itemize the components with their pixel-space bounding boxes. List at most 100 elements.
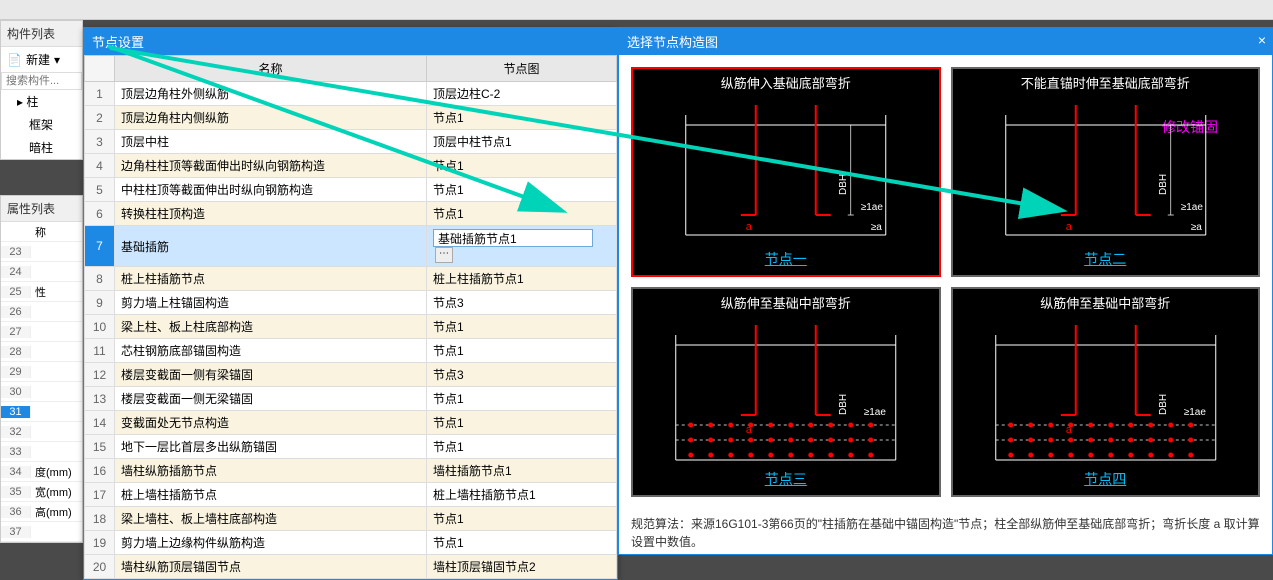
row-num: 7 <box>85 226 115 267</box>
prop-row-num: 25 <box>1 286 31 298</box>
node-table-row[interactable]: 15地下一层比首层多出纵筋锚固节点1 <box>85 435 617 459</box>
tree-item[interactable]: 框架 <box>1 113 82 136</box>
dropdown-icon: ▾ <box>54 53 60 67</box>
row-img: 节点1 <box>427 507 617 531</box>
preview-card[interactable]: 不能直锚时伸至基础底部弯折 修改锚固 a DBH ≥1ae ≥a 节点二 <box>951 67 1261 277</box>
preview-title: 纵筋伸至基础中部弯折 <box>633 289 939 316</box>
search-input[interactable] <box>1 72 82 90</box>
row-img: 节点1 <box>427 178 617 202</box>
row-img: 节点1 <box>427 339 617 363</box>
node-table-row[interactable]: 13楼层变截面一侧无梁锚固节点1 <box>85 387 617 411</box>
row-num: 16 <box>85 459 115 483</box>
row-name: 梁上柱、板上柱底部构造 <box>115 315 427 339</box>
node-table-row[interactable]: 20墙柱纵筋顶层锚固节点墙柱顶层锚固节点2 <box>85 555 617 579</box>
property-row[interactable]: 34度(mm) <box>1 462 82 482</box>
node-table-row[interactable]: 17桩上墙柱插筋节点桩上墙柱插筋节点1 <box>85 483 617 507</box>
col-name-header: 名称 <box>115 56 427 82</box>
property-row[interactable]: 27 <box>1 322 82 342</box>
node-table-row[interactable]: 2顶层边角柱内侧纵筋节点1 <box>85 106 617 130</box>
row-name: 顶层边角柱内侧纵筋 <box>115 106 427 130</box>
tree-item[interactable]: 暗柱 <box>1 136 82 159</box>
row-num: 5 <box>85 178 115 202</box>
close-icon[interactable]: × <box>1258 32 1266 48</box>
row-num: 11 <box>85 339 115 363</box>
node-table-row[interactable]: 12楼层变截面一侧有梁锚固节点3 <box>85 363 617 387</box>
new-label: 新建 <box>26 51 50 68</box>
svg-text:DBH: DBH <box>838 394 849 415</box>
property-row[interactable]: 35宽(mm) <box>1 482 82 502</box>
node-table-row[interactable]: 8桩上柱插筋节点桩上柱插筋节点1 <box>85 267 617 291</box>
prop-row-num: 29 <box>1 366 31 378</box>
property-row[interactable]: 32 <box>1 422 82 442</box>
row-num: 13 <box>85 387 115 411</box>
node-table-row[interactable]: 14变截面处无节点构造节点1 <box>85 411 617 435</box>
prop-row-num: 32 <box>1 426 31 438</box>
property-row[interactable]: 37 <box>1 522 82 542</box>
node-table-row[interactable]: 19剪力墙上边缘构件纵筋构造节点1 <box>85 531 617 555</box>
row-num: 1 <box>85 82 115 106</box>
top-toolbar <box>0 0 1273 20</box>
row-img: 节点1 <box>427 411 617 435</box>
node-table-row[interactable]: 1顶层边角柱外侧纵筋顶层边柱C-2 <box>85 82 617 106</box>
property-row[interactable]: 24 <box>1 262 82 282</box>
row-img: 节点1 <box>427 387 617 411</box>
preview-diagram: a DBH ≥1ae ≥a <box>643 95 929 245</box>
svg-text:≥1ae: ≥1ae <box>1183 407 1206 418</box>
preview-label: 节点二 <box>953 249 1259 269</box>
browse-button[interactable]: ⋯ <box>435 247 453 263</box>
new-button[interactable]: 📄 新建 ▾ <box>1 47 82 72</box>
node-table-row[interactable]: 11芯柱钢筋底部锚固构造节点1 <box>85 339 617 363</box>
node-settings-dialog: 节点设置 名称 节点图 1顶层边角柱外侧纵筋顶层边柱C-22顶层边角柱内侧纵筋节… <box>83 27 618 580</box>
row-num: 10 <box>85 315 115 339</box>
node-table-row[interactable]: 18梁上墙柱、板上墙柱底部构造节点1 <box>85 507 617 531</box>
property-row[interactable]: 33 <box>1 442 82 462</box>
col-index <box>85 56 115 82</box>
preview-diagram: a DBH ≥1ae ≥a <box>963 95 1249 245</box>
preview-card[interactable]: 纵筋伸至基础中部弯折 a DBH ≥1ae 节点三 <box>631 287 941 497</box>
prop-row-num: 37 <box>1 526 31 538</box>
node-table-row[interactable]: 4边角柱柱顶等截面伸出时纵向钢筋构造节点1 <box>85 154 617 178</box>
property-row[interactable]: 31 <box>1 402 82 422</box>
property-row[interactable]: 29 <box>1 362 82 382</box>
row-img: 顶层中柱节点1 <box>427 130 617 154</box>
row-name: 地下一层比首层多出纵筋锚固 <box>115 435 427 459</box>
node-table-row[interactable]: 7基础插筋⋯ <box>85 226 617 267</box>
row-img: 顶层边柱C-2 <box>427 82 617 106</box>
node-table-row[interactable]: 5中柱柱顶等截面伸出时纵向钢筋构造节点1 <box>85 178 617 202</box>
row-num: 19 <box>85 531 115 555</box>
node-table-row[interactable]: 9剪力墙上柱锚固构造节点3 <box>85 291 617 315</box>
prop-row-num: 30 <box>1 386 31 398</box>
tree-item[interactable]: ▸ 柱 <box>1 90 82 113</box>
row-name: 剪力墙上柱锚固构造 <box>115 291 427 315</box>
row-num: 18 <box>85 507 115 531</box>
node-img-input[interactable] <box>433 229 593 247</box>
property-list-panel: 属性列表 称 232425性262728293031323334度(mm)35宽… <box>0 195 83 543</box>
row-name: 变截面处无节点构造 <box>115 411 427 435</box>
component-list-panel: 构件列表 📄 新建 ▾ ▸ 柱 框架 暗柱 <box>0 20 83 160</box>
property-row[interactable]: 28 <box>1 342 82 362</box>
node-table-row[interactable]: 10梁上柱、板上柱底部构造节点1 <box>85 315 617 339</box>
row-img: 墙柱顶层锚固节点2 <box>427 555 617 579</box>
property-row[interactable]: 26 <box>1 302 82 322</box>
node-table-row[interactable]: 6转换柱柱顶构造节点1 <box>85 202 617 226</box>
preview-card[interactable]: 纵筋伸至基础中部弯折 a DBH ≥1ae 节点四 <box>951 287 1261 497</box>
row-num: 3 <box>85 130 115 154</box>
node-table-row[interactable]: 16墙柱纵筋插筋节点墙柱插筋节点1 <box>85 459 617 483</box>
property-row[interactable]: 23 <box>1 242 82 262</box>
footer-note: 规范算法：来源16G101-3第66页的"柱插筋在基础中锚固构造"节点；柱全部纵… <box>619 509 1272 557</box>
node-table-row[interactable]: 3顶层中柱顶层中柱节点1 <box>85 130 617 154</box>
property-row[interactable]: 25性 <box>1 282 82 302</box>
prop-row-num: 36 <box>1 506 31 518</box>
row-num: 8 <box>85 267 115 291</box>
property-row[interactable]: 36高(mm) <box>1 502 82 522</box>
row-img: 节点1 <box>427 202 617 226</box>
row-num: 15 <box>85 435 115 459</box>
prop-row-num: 27 <box>1 326 31 338</box>
svg-text:a: a <box>1065 221 1072 233</box>
row-num: 6 <box>85 202 115 226</box>
node-table: 名称 节点图 1顶层边角柱外侧纵筋顶层边柱C-22顶层边角柱内侧纵筋节点13顶层… <box>84 55 617 579</box>
preview-card[interactable]: 纵筋伸入基础底部弯折 a DBH ≥1ae ≥a 节点一 <box>631 67 941 277</box>
row-name: 剪力墙上边缘构件纵筋构造 <box>115 531 427 555</box>
prop-row-label: 宽(mm) <box>31 484 82 500</box>
property-row[interactable]: 30 <box>1 382 82 402</box>
